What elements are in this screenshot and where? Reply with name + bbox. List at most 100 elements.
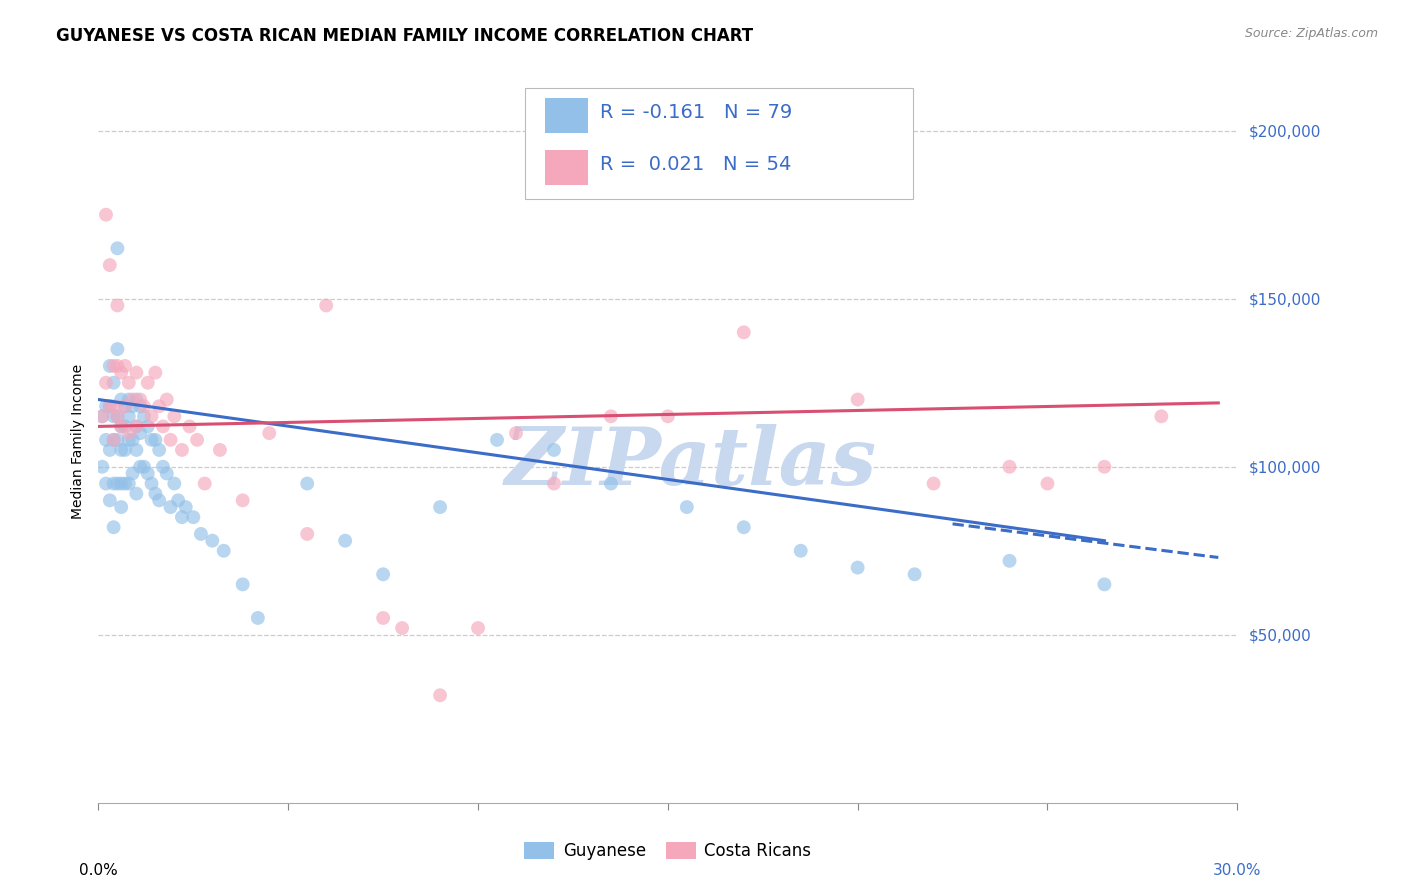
Point — [183, 510, 205, 524]
Point — [174, 500, 197, 514]
Point — [141, 433, 163, 447]
Point — [107, 241, 129, 255]
FancyBboxPatch shape — [546, 151, 588, 185]
Text: 30.0%: 30.0% — [1213, 863, 1261, 879]
Point — [103, 409, 125, 424]
Point — [114, 419, 136, 434]
Point — [132, 409, 155, 424]
Point — [110, 419, 132, 434]
Point — [190, 527, 212, 541]
Point — [125, 486, 148, 500]
Point — [315, 298, 337, 312]
Point — [212, 543, 235, 558]
Point — [733, 520, 755, 534]
Point — [141, 476, 163, 491]
FancyBboxPatch shape — [546, 98, 588, 133]
Point — [129, 426, 152, 441]
Point — [98, 399, 121, 413]
Point — [600, 409, 623, 424]
Point — [103, 359, 125, 373]
Point — [167, 493, 190, 508]
Point — [391, 621, 413, 635]
Point — [159, 500, 181, 514]
Point — [676, 500, 699, 514]
Point — [114, 399, 136, 413]
Point — [118, 433, 141, 447]
Point — [118, 426, 141, 441]
Point — [98, 399, 121, 413]
Text: R =  0.021   N = 54: R = 0.021 N = 54 — [599, 155, 792, 174]
Point — [136, 376, 159, 390]
Point — [790, 543, 813, 558]
Point — [103, 399, 125, 413]
Point — [846, 392, 869, 407]
Point — [107, 359, 129, 373]
Point — [194, 476, 217, 491]
Point — [107, 409, 129, 424]
Point — [94, 208, 117, 222]
Point — [110, 476, 132, 491]
Point — [107, 433, 129, 447]
Point — [103, 433, 125, 447]
Point — [129, 392, 152, 407]
Point — [246, 611, 269, 625]
Point — [118, 476, 141, 491]
Point — [1094, 459, 1116, 474]
Point — [179, 419, 201, 434]
Point — [94, 476, 117, 491]
Point — [125, 366, 148, 380]
Point — [91, 409, 114, 424]
Point — [259, 426, 281, 441]
Point — [94, 376, 117, 390]
Point — [103, 476, 125, 491]
Point — [118, 392, 141, 407]
Point — [121, 399, 143, 413]
Point — [136, 467, 159, 481]
Point — [98, 493, 121, 508]
Point — [486, 433, 509, 447]
FancyBboxPatch shape — [526, 87, 912, 200]
Point — [159, 433, 181, 447]
Point — [118, 409, 141, 424]
Point — [145, 433, 167, 447]
Point — [121, 433, 143, 447]
Point — [156, 392, 179, 407]
Point — [148, 399, 170, 413]
Point — [129, 399, 152, 413]
Point — [107, 298, 129, 312]
Point — [998, 554, 1021, 568]
Text: GUYANESE VS COSTA RICAN MEDIAN FAMILY INCOME CORRELATION CHART: GUYANESE VS COSTA RICAN MEDIAN FAMILY IN… — [56, 27, 754, 45]
Point — [141, 409, 163, 424]
Point — [505, 426, 527, 441]
Point — [998, 459, 1021, 474]
Y-axis label: Median Family Income: Median Family Income — [70, 364, 84, 519]
Text: R = -0.161   N = 79: R = -0.161 N = 79 — [599, 103, 792, 122]
Point — [733, 326, 755, 340]
Point — [125, 442, 148, 457]
Point — [156, 467, 179, 481]
Point — [600, 476, 623, 491]
Point — [148, 493, 170, 508]
Point — [543, 442, 565, 457]
Point — [114, 359, 136, 373]
Point — [657, 409, 679, 424]
Point — [110, 442, 132, 457]
Point — [201, 533, 224, 548]
Point — [125, 392, 148, 407]
Point — [1094, 577, 1116, 591]
Point — [114, 399, 136, 413]
Point — [371, 611, 394, 625]
Point — [163, 476, 186, 491]
Point — [98, 359, 121, 373]
Point — [429, 500, 451, 514]
Point — [98, 258, 121, 272]
Point — [170, 510, 193, 524]
Text: ZIPatlas: ZIPatlas — [505, 425, 877, 502]
Point — [335, 533, 357, 548]
Point — [145, 486, 167, 500]
Point — [904, 567, 927, 582]
Point — [91, 409, 114, 424]
Point — [152, 419, 174, 434]
Point — [163, 409, 186, 424]
Point — [846, 560, 869, 574]
